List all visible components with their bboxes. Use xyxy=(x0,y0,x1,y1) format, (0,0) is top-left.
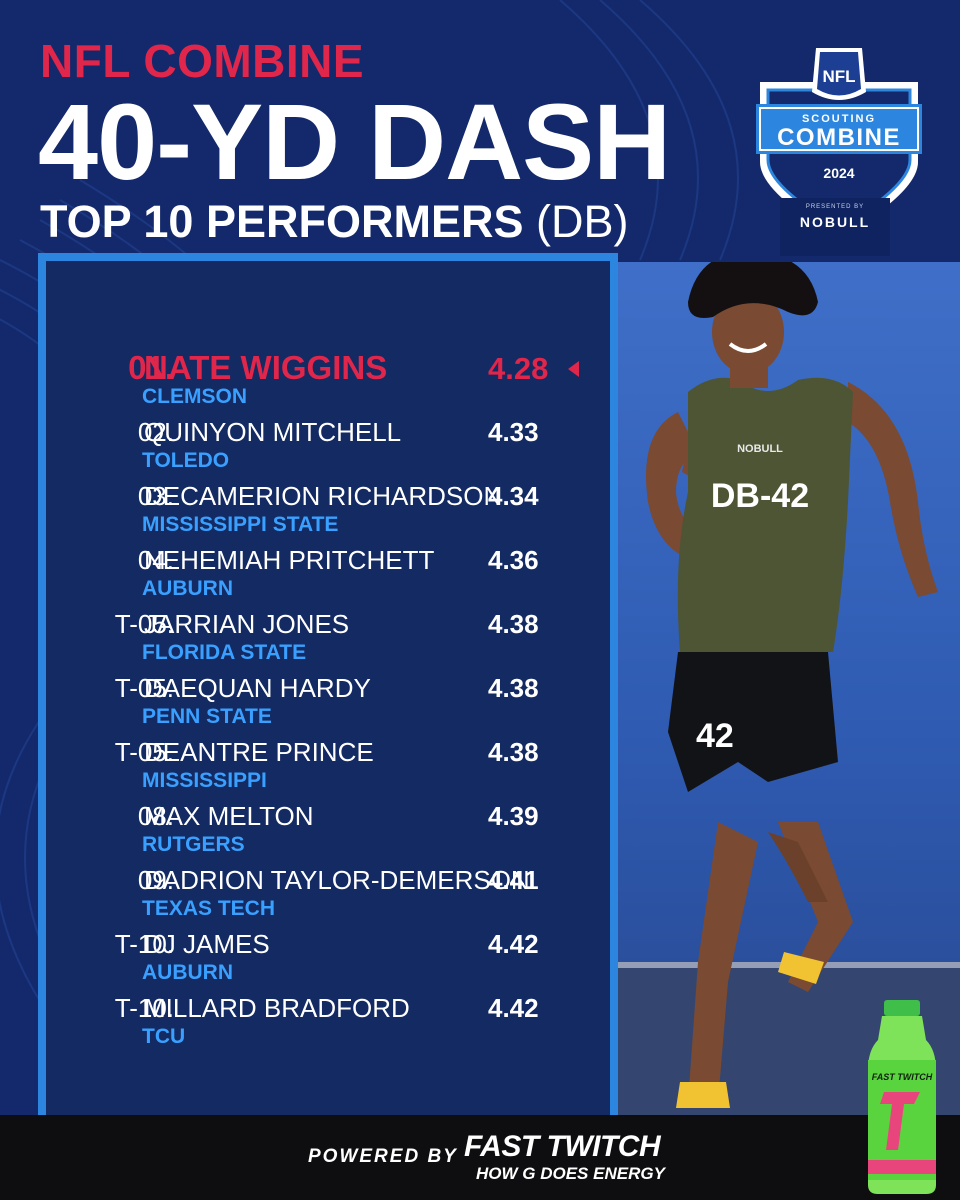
player-school: PENN STATE xyxy=(142,705,272,728)
player-time: 4.42 xyxy=(488,929,539,959)
player-time: 4.33 xyxy=(488,417,539,447)
player-time: 4.38 xyxy=(488,737,539,767)
player-school: CLEMSON xyxy=(142,385,247,408)
player-rank: 01. xyxy=(128,349,174,386)
player-time: 4.36 xyxy=(488,545,539,575)
page-subtitle: TOP 10 PERFORMERS (DB) xyxy=(40,196,628,248)
player-time: 4.41 xyxy=(488,865,539,895)
player-school: FLORIDA STATE xyxy=(142,641,307,664)
leaderboard-row: T-05. DEANTRE PRINCE MISSISSIPPI 4.38 xyxy=(46,737,606,797)
logo-year: 2024 xyxy=(823,165,854,181)
player-school: AUBURN xyxy=(142,577,233,600)
sponsor-brand: FAST TWITCH xyxy=(464,1130,661,1163)
player-rank: 03. xyxy=(137,481,174,511)
player-rank: T-10. xyxy=(114,929,174,959)
logo-league: NFL xyxy=(822,67,855,86)
player-name: DECAMERION RICHARDSON xyxy=(144,481,503,511)
player-rank: T-10. xyxy=(114,993,174,1023)
player-name: DADRION TAYLOR-DEMERSON xyxy=(144,865,530,895)
logo-line2: COMBINE xyxy=(777,124,901,151)
player-name: DEANTRE PRINCE xyxy=(144,737,374,767)
player-rank: 08. xyxy=(137,801,174,831)
logo-line1: SCOUTING xyxy=(802,113,876,125)
player-time: 4.38 xyxy=(488,673,539,703)
page-title: 40-YD DASH xyxy=(38,81,671,202)
player-time: 4.28 xyxy=(488,351,549,386)
player-time: 4.42 xyxy=(488,993,539,1023)
athlete-photo: 42 NOBULL DB-42 xyxy=(618,262,960,1115)
logo-presented-by: PRESENTED BY xyxy=(805,204,865,210)
player-rank: T-05. xyxy=(114,609,174,639)
player-school: MISSISSIPPI xyxy=(142,769,267,792)
leaderboard-row: 03. DECAMERION RICHARDSON MISSISSIPPI ST… xyxy=(46,481,606,541)
player-school: TEXAS TECH xyxy=(142,897,276,920)
player-time: 4.38 xyxy=(488,609,539,639)
player-time: 4.34 xyxy=(488,481,539,511)
logo-sponsor-name: NOBULL xyxy=(799,214,871,230)
footer-bar xyxy=(0,1115,960,1200)
player-time: 4.39 xyxy=(488,801,539,831)
subtitle-main: TOP 10 PERFORMERS xyxy=(40,196,524,247)
player-rank: T-05. xyxy=(114,673,174,703)
logo-sponsor-block: PRESENTED BY NOBULL xyxy=(780,198,890,256)
player-name: NEHEMIAH PRITCHETT xyxy=(144,545,435,575)
subtitle-position: (DB) xyxy=(535,196,629,247)
player-name: DJ JAMES xyxy=(144,929,270,959)
leaderboard-row: 09. DADRION TAYLOR-DEMERSON TEXAS TECH 4… xyxy=(46,865,606,925)
leaderboard-row: T-05. DAEQUAN HARDY PENN STATE 4.38 xyxy=(46,673,606,733)
leaderboard-row: 08. MAX MELTON RUTGERS 4.39 xyxy=(46,801,606,861)
energy-drink-bottle: FAST TWITCH xyxy=(868,1000,936,1194)
player-school: TOLEDO xyxy=(142,449,230,472)
player-school: TCU xyxy=(142,1025,186,1048)
sponsor-tagline: HOW G DOES ENERGY xyxy=(476,1164,665,1183)
player-rank: 04. xyxy=(137,545,174,575)
shorts-number: 42 xyxy=(696,717,734,755)
leaderboard-panel: 01. NATE WIGGINS CLEMSON 4.28 02. QUINYO… xyxy=(38,253,618,1123)
player-rank: 02. xyxy=(137,417,174,447)
player-rank: T-05. xyxy=(114,737,174,767)
player-school: MISSISSIPPI STATE xyxy=(142,513,339,536)
leaderboard-row: 02. QUINYON MITCHELL TOLEDO 4.33 xyxy=(46,417,606,477)
jersey-number: DB-42 xyxy=(711,477,809,515)
bottle-brand: FAST TWITCH xyxy=(872,1072,933,1082)
leaderboard-row: T-10. MILLARD BRADFORD TCU 4.42 xyxy=(46,993,606,1053)
player-rank: 09. xyxy=(137,865,174,895)
player-name: MILLARD BRADFORD xyxy=(144,993,410,1023)
leader-marker-icon xyxy=(568,361,579,377)
player-name: JARRIAN JONES xyxy=(144,609,350,639)
player-name: NATE WIGGINS xyxy=(144,349,388,386)
player-name: QUINYON MITCHELL xyxy=(144,417,402,447)
leaderboard-row: 04. NEHEMIAH PRITCHETT AUBURN 4.36 xyxy=(46,545,606,605)
powered-by-label: POWERED BY xyxy=(308,1146,458,1167)
player-name: DAEQUAN HARDY xyxy=(144,673,371,703)
jersey-brand: NOBULL xyxy=(737,443,783,455)
player-name: MAX MELTON xyxy=(144,801,314,831)
leaderboard-row: T-10. DJ JAMES AUBURN 4.42 xyxy=(46,929,606,989)
player-school: AUBURN xyxy=(142,961,233,984)
leaderboard-row: 01. NATE WIGGINS CLEMSON 4.28 xyxy=(46,349,606,415)
eyebrow-title: NFL COMBINE xyxy=(40,35,365,87)
leaderboard-row: T-05. JARRIAN JONES FLORIDA STATE 4.38 xyxy=(46,609,606,669)
player-school: RUTGERS xyxy=(142,833,245,856)
